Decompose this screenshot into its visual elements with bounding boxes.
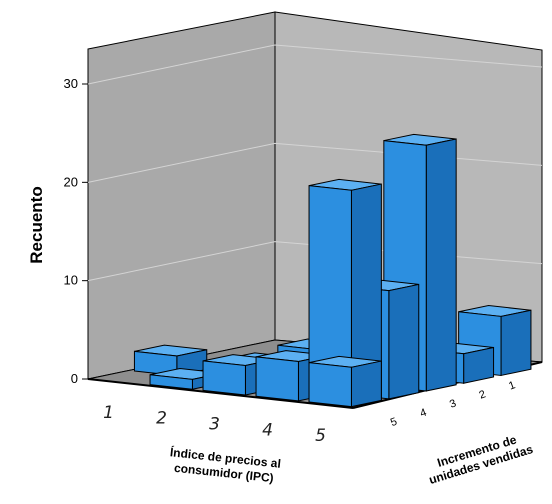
z-tick-label: 4 xyxy=(418,407,428,420)
gridline xyxy=(87,44,543,85)
bars xyxy=(133,133,532,408)
x-tick-label: 4 xyxy=(262,420,273,440)
z-tick-label: 3 xyxy=(448,397,458,410)
y-tick-label: 0 xyxy=(71,371,78,386)
x-ticks: 1 2 3 4 5 xyxy=(103,403,326,446)
bar-front xyxy=(149,374,193,390)
y-ticks: 0 10 20 30 xyxy=(64,76,88,386)
bar-side xyxy=(463,346,495,384)
bar-front xyxy=(202,360,246,396)
z-tick-label: 2 xyxy=(478,388,488,401)
y-tick-label: 20 xyxy=(64,174,78,189)
y-tick-label: 10 xyxy=(64,273,78,288)
bar xyxy=(308,355,382,408)
z-axis-title: Incremento de unidades vendidas xyxy=(427,432,535,487)
x-tick-label: 5 xyxy=(315,426,326,446)
y-tick-label: 30 xyxy=(64,76,78,91)
bar-front xyxy=(255,356,299,402)
z-ticks: 5 4 3 2 1 xyxy=(389,379,517,429)
z-tick-label: 5 xyxy=(389,416,399,429)
bar-side xyxy=(425,138,457,392)
left-wall xyxy=(87,11,276,380)
x-tick-label: 3 xyxy=(209,415,220,435)
bar-side xyxy=(500,309,532,377)
z-tick-label: 1 xyxy=(507,379,517,392)
bar xyxy=(308,178,382,408)
y-axis-label: Recuento xyxy=(27,186,46,263)
floor-edge xyxy=(87,378,354,409)
bar-front xyxy=(308,362,352,408)
x-tick-label: 1 xyxy=(103,403,114,423)
bar-side xyxy=(388,283,420,400)
bar-side xyxy=(350,360,382,408)
x-axis-title: Índice de precios al consumidor (IPC) xyxy=(169,444,281,485)
x-tick-label: 2 xyxy=(156,409,167,429)
